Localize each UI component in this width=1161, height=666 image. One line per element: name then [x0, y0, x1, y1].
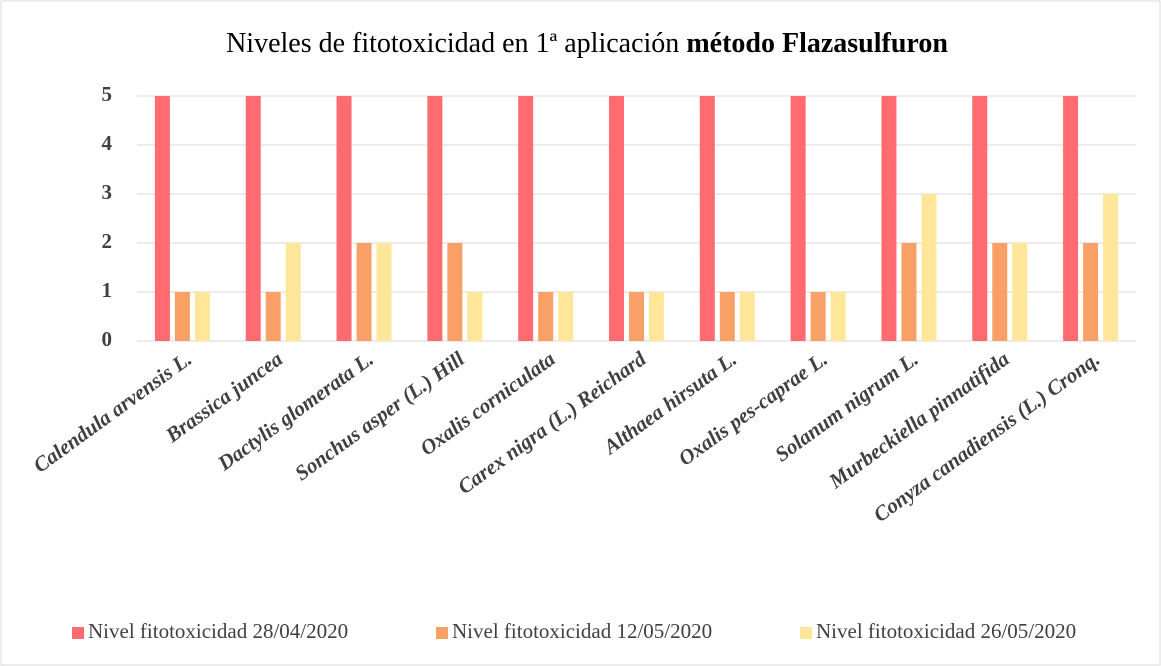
bar	[830, 292, 846, 341]
bar	[538, 292, 554, 341]
bar	[719, 292, 735, 341]
title-bold: método Flazasulfuron	[686, 28, 948, 59]
legend-label: Nivel fitotoxicidad 28/04/2020	[88, 619, 348, 643]
bar	[1063, 96, 1079, 341]
bar	[336, 96, 352, 341]
y-tick-label: 0	[102, 327, 113, 351]
bar	[518, 96, 534, 341]
bar	[427, 96, 443, 341]
legend-label: Nivel fitotoxicidad 12/05/2020	[452, 619, 712, 643]
bar	[356, 243, 372, 341]
bar	[558, 292, 574, 341]
bar	[285, 243, 301, 341]
bar	[921, 194, 937, 341]
bar	[174, 292, 190, 341]
legend-label: Nivel fitotoxicidad 26/05/2020	[816, 619, 1076, 643]
bar	[649, 292, 664, 341]
y-tick-label: 1	[102, 278, 113, 302]
y-tick-label: 3	[102, 180, 113, 204]
bar	[447, 243, 463, 341]
bar	[901, 243, 917, 341]
bar	[992, 243, 1008, 341]
y-tick-label: 2	[102, 229, 113, 253]
bar	[245, 96, 261, 341]
bar	[881, 96, 897, 341]
y-tick-label: 5	[102, 82, 113, 106]
bar	[376, 243, 392, 341]
bar	[810, 292, 826, 341]
bar	[629, 292, 644, 341]
bar	[739, 292, 755, 341]
chart-title: Niveles de fitotoxicidad en 1ª aplicació…	[226, 28, 948, 59]
legend-swatch	[72, 627, 84, 639]
y-tick-label: 4	[102, 131, 113, 155]
bar	[265, 292, 281, 341]
bar	[972, 96, 988, 341]
bar	[194, 292, 210, 341]
bar	[1083, 243, 1099, 341]
bar	[1103, 194, 1119, 341]
legend-swatch	[800, 627, 812, 639]
bar	[467, 292, 483, 341]
bar	[609, 96, 624, 341]
bar	[1012, 243, 1028, 341]
bar	[154, 96, 170, 341]
title-text: Niveles de fitotoxicidad en 1ª aplicació…	[226, 28, 679, 59]
bar	[699, 96, 715, 341]
legend-swatch	[436, 627, 448, 639]
bar	[790, 96, 806, 341]
